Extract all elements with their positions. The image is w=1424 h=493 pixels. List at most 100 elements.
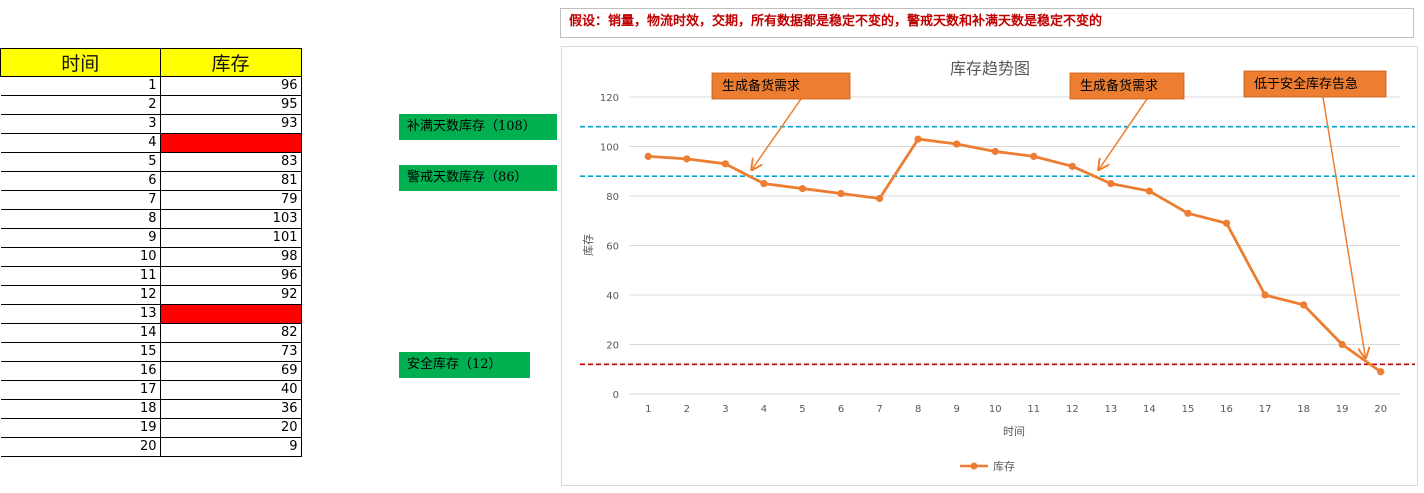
inventory-cell: 83	[160, 152, 302, 172]
chart-title: 库存趋势图	[950, 59, 1030, 78]
x-tick-label: 13	[1105, 404, 1118, 415]
x-tick-label: 7	[876, 404, 882, 415]
data-point	[1338, 340, 1346, 349]
table-row: 4 85	[0, 133, 302, 153]
data-point	[798, 184, 807, 193]
y-tick-label: 40	[606, 291, 619, 302]
time-cell: 7	[0, 190, 161, 210]
table-row: 14 82	[0, 323, 302, 343]
x-tick-label: 20	[1374, 404, 1387, 415]
legend-marker	[970, 462, 978, 470]
data-point	[1068, 162, 1076, 170]
table-row: 10 98	[0, 247, 302, 267]
inventory-cell: 96	[160, 76, 302, 96]
time-cell: 4	[0, 133, 161, 153]
x-tick-label: 8	[915, 404, 921, 415]
inventory-cell: 69	[160, 361, 302, 381]
x-axis-title: 时间	[1003, 425, 1025, 438]
time-cell: 5	[0, 152, 161, 172]
inventory-cell: 103	[160, 209, 302, 229]
x-tick-label: 15	[1182, 404, 1195, 415]
table-row: 13 85	[0, 304, 302, 324]
inventory-cell: 85	[160, 133, 302, 153]
time-cell: 2	[0, 95, 161, 115]
table-row: 11 96	[0, 266, 302, 286]
x-tick-label: 11	[1027, 404, 1040, 415]
annotation-box	[1243, 70, 1387, 98]
table-row: 15 73	[0, 342, 302, 362]
time-cell: 20	[0, 437, 161, 457]
y-tick-label: 60	[606, 242, 619, 253]
time-cell: 11	[0, 266, 161, 286]
data-point	[1377, 368, 1385, 376]
time-cell: 18	[0, 399, 161, 419]
time-cell: 9	[0, 228, 161, 248]
x-tick-label: 6	[838, 404, 844, 415]
y-axis-title: 库存	[581, 234, 595, 256]
data-point	[953, 140, 961, 148]
x-tick-label: 16	[1220, 404, 1233, 415]
x-tick-label: 2	[684, 404, 690, 415]
inventory-cell: 40	[160, 380, 302, 400]
inventory-cell: 79	[160, 190, 302, 210]
inventory-cell: 96	[160, 266, 302, 286]
annotation-text: 低于安全库存告急	[1254, 76, 1358, 92]
time-cell: 17	[0, 380, 161, 400]
annotation-arrow	[752, 98, 802, 169]
inventory-cell: 85	[160, 304, 302, 324]
time-cell: 1	[0, 76, 161, 96]
time-cell: 19	[0, 418, 161, 438]
annotation-box	[1069, 72, 1185, 100]
table-row: 7 79	[0, 190, 302, 210]
table-row: 6 81	[0, 171, 302, 191]
data-point	[1030, 152, 1038, 160]
data-point	[1300, 301, 1308, 309]
x-tick-label: 5	[799, 404, 805, 415]
data-point	[1222, 219, 1231, 227]
inventory-cell: 92	[160, 285, 302, 305]
table-row: 1 96	[0, 76, 302, 96]
data-point	[875, 194, 884, 203]
table-row: 17 40	[0, 380, 302, 400]
data-point	[760, 180, 768, 188]
y-tick-label: 0	[613, 390, 619, 401]
x-tick-label: 17	[1259, 404, 1272, 415]
time-cell: 16	[0, 361, 161, 381]
time-cell: 10	[0, 247, 161, 267]
inventory-cell: 9	[160, 437, 302, 457]
x-tick-label: 12	[1066, 404, 1079, 415]
inventory-cell: 36	[160, 399, 302, 419]
data-point	[837, 189, 845, 198]
table-row: 9 101	[0, 228, 302, 248]
series-line	[648, 137, 1382, 373]
x-tick-label: 4	[761, 404, 767, 415]
safety-level-label: 安全库存（12）	[399, 352, 530, 378]
table-row: 2 95	[0, 95, 302, 115]
annotation-arrow	[1099, 98, 1148, 169]
x-tick-label: 19	[1336, 404, 1349, 415]
data-point	[1107, 180, 1115, 188]
inventory-cell: 98	[160, 247, 302, 267]
legend-label: 库存	[993, 459, 1015, 473]
table-row: 18 36	[0, 399, 302, 419]
x-tick-label: 14	[1143, 404, 1156, 415]
table-row: 3 93	[0, 114, 302, 134]
table-row: 20 9	[0, 437, 302, 457]
data-point	[1145, 187, 1154, 195]
time-cell: 6	[0, 171, 161, 191]
inventory-cell: 73	[160, 342, 302, 362]
warning-level-label: 警戒天数库存（86）	[399, 165, 557, 191]
time-cell: 14	[0, 323, 161, 343]
inventory-table: 时间 库存 1 96 2 95 3 93 4 85 5 83 6 81 7 79 8 103 9 101 10 98 1…	[0, 48, 302, 457]
time-cell: 8	[0, 209, 161, 229]
time-cell: 12	[0, 285, 161, 305]
table-row: 5 83	[0, 152, 302, 172]
data-point	[683, 155, 691, 163]
data-point	[1184, 209, 1192, 217]
annotation-text: 生成备货需求	[1080, 78, 1158, 94]
table-row: 16 69	[0, 361, 302, 381]
chart-frame: 库存趋势图 0 20 40 60 80 100 120 1 2 3 4 5 6 7 8 9 10 11 12 13 14 1…	[561, 46, 1418, 486]
table-row: 19 20	[0, 418, 302, 438]
time-cell: 3	[0, 114, 161, 134]
